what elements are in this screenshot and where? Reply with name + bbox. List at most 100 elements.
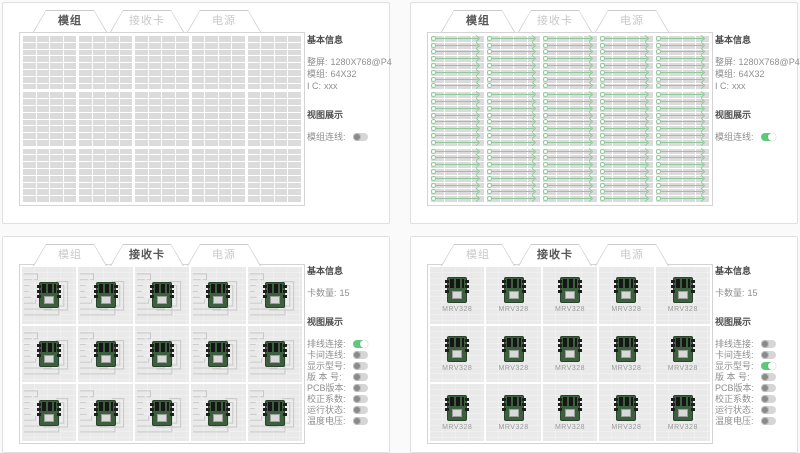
receiving-card-cell[interactable]: MRV328: [599, 384, 654, 441]
toggle-switch[interactable]: [353, 372, 368, 381]
module-cell: [106, 169, 119, 175]
receiving-card-cell[interactable]: MRV328: [486, 267, 541, 324]
card-model-label: MRV328: [498, 306, 529, 314]
module-cell: [232, 112, 245, 119]
receiving-card-cell[interactable]: [247, 384, 302, 441]
receiving-card-cell[interactable]: [134, 325, 190, 383]
receiving-card-cell[interactable]: MRV328: [655, 267, 710, 324]
toggle-switch[interactable]: [353, 132, 368, 141]
toggle-switch[interactable]: [761, 405, 776, 414]
receiving-card-cell[interactable]: [247, 267, 302, 324]
tab-module[interactable]: 模组: [441, 10, 515, 32]
module-wire-arrow: [543, 105, 591, 111]
receiving-card-cell[interactable]: MRV328: [655, 325, 710, 383]
tab-power[interactable]: 电源: [595, 244, 669, 266]
receiving-card-cell[interactable]: MRV328: [542, 384, 598, 441]
pcb-chip: [621, 408, 632, 417]
receiving-card-cell[interactable]: [134, 384, 190, 441]
receiving-card-cell[interactable]: [247, 325, 302, 383]
receiving-card-cell[interactable]: MRV328: [542, 325, 598, 383]
toggle-knob: [761, 350, 769, 359]
receiving-card-cell[interactable]: MRV328: [486, 384, 541, 441]
toggle-switch[interactable]: [761, 394, 776, 403]
module-cell: [261, 99, 274, 105]
receiving-card-cell[interactable]: MRV328: [599, 325, 654, 383]
toggle-switch[interactable]: [761, 132, 776, 141]
toggle-label: 卡间连线:: [715, 350, 754, 360]
module-cell: [162, 133, 176, 139]
toggle-switch[interactable]: [353, 383, 368, 392]
receiving-card-cell[interactable]: [191, 384, 246, 441]
module-cell: [176, 148, 189, 155]
module-cell: [500, 99, 514, 105]
receiving-card-cell[interactable]: MRV328: [486, 325, 541, 383]
module-row: [79, 69, 133, 76]
tab-module[interactable]: 模组: [33, 10, 107, 32]
module-cell: [162, 92, 176, 99]
module-wire-arrow: [543, 49, 591, 55]
module-cell: [148, 112, 162, 119]
module-row: [599, 133, 653, 139]
tab-power[interactable]: 电源: [595, 10, 669, 32]
toggle-switch[interactable]: [353, 416, 368, 425]
receiving-card-cell[interactable]: [134, 267, 190, 324]
receiving-card-cell[interactable]: MRV328: [430, 267, 485, 324]
tab-receiving-card[interactable]: 接收卡: [110, 244, 184, 266]
module-row: [599, 99, 653, 105]
module-cell: [669, 175, 682, 182]
module-cell: [556, 36, 570, 42]
toggle-switch[interactable]: [761, 350, 776, 359]
module-cell: [669, 63, 682, 69]
module-row: [79, 83, 133, 90]
toggle-switch[interactable]: [761, 361, 776, 370]
module-cell: [36, 189, 50, 196]
module-cell: [570, 133, 584, 139]
module-cell: [261, 36, 274, 42]
tab-module[interactable]: 模组: [33, 244, 107, 266]
receiving-card-cell[interactable]: MRV328: [655, 384, 710, 441]
receiving-card-cell[interactable]: [78, 267, 133, 324]
toggle-switch[interactable]: [353, 339, 368, 348]
module-row: [655, 69, 709, 76]
toggle-switch[interactable]: [761, 339, 776, 348]
module-row: [599, 69, 653, 76]
module-row: [135, 99, 189, 105]
receiving-card-cell[interactable]: MRV328: [430, 325, 485, 383]
tab-module[interactable]: 模组: [441, 244, 515, 266]
module-row: [543, 56, 597, 63]
module-row: [191, 196, 245, 203]
toggle-switch[interactable]: [353, 350, 368, 359]
module-wire-arrow: [487, 42, 535, 48]
receiving-card-cell[interactable]: MRV328: [430, 384, 485, 441]
toggle-switch[interactable]: [761, 372, 776, 381]
tab-receiving-card[interactable]: 接收卡: [518, 10, 592, 32]
receiving-card-cell[interactable]: [22, 325, 77, 383]
tab-power[interactable]: 电源: [187, 244, 261, 266]
module-cell: [218, 162, 232, 169]
receiving-card-icon: [262, 399, 287, 426]
toggle-switch[interactable]: [353, 361, 368, 370]
tab-receiving-card[interactable]: 接收卡: [110, 10, 184, 32]
tab-receiving-card[interactable]: 接收卡: [518, 244, 592, 266]
receiving-card-cell[interactable]: MRV328: [542, 267, 598, 324]
module-cell: [444, 148, 458, 155]
receiving-card-cell[interactable]: [191, 267, 246, 324]
tab-power[interactable]: 电源: [187, 10, 261, 32]
toggle-switch[interactable]: [353, 394, 368, 403]
toggle-switch[interactable]: [761, 416, 776, 425]
module-wire-arrow: [655, 56, 703, 62]
receiving-card-cell[interactable]: [191, 325, 246, 383]
module-wire-arrow: [487, 162, 535, 168]
receiving-card-cell[interactable]: [22, 384, 77, 441]
module-row: [191, 155, 245, 162]
receiving-card-cell[interactable]: MRV328: [599, 267, 654, 324]
module-cell: [682, 76, 696, 83]
module-cell: [613, 63, 626, 69]
pcb-connector-row: [211, 284, 226, 294]
receiving-card-cell[interactable]: [78, 384, 133, 441]
receiving-card-cell[interactable]: [22, 267, 77, 324]
toggle-switch[interactable]: [761, 383, 776, 392]
receiving-card-cell[interactable]: [78, 325, 133, 383]
module-cell: [218, 99, 232, 105]
toggle-switch[interactable]: [353, 405, 368, 414]
